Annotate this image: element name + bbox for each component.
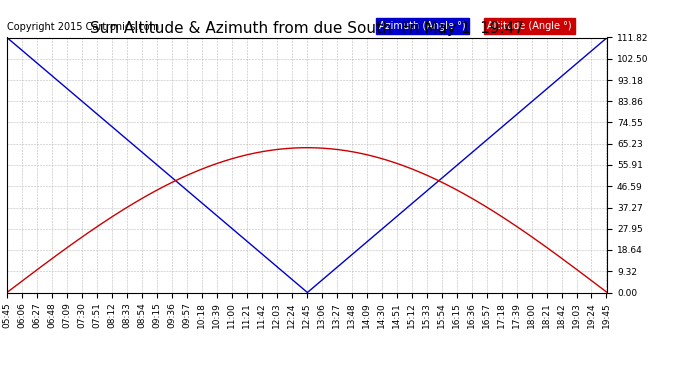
Text: Altitude (Angle °): Altitude (Angle °) [487, 21, 572, 31]
Text: Azimuth (Angle °): Azimuth (Angle °) [379, 21, 466, 31]
Text: Copyright 2015 Cartronics.com: Copyright 2015 Cartronics.com [7, 22, 159, 32]
Title: Sun Altitude & Azimuth from due South  Fri May 1  19:47: Sun Altitude & Azimuth from due South Fr… [90, 21, 524, 36]
